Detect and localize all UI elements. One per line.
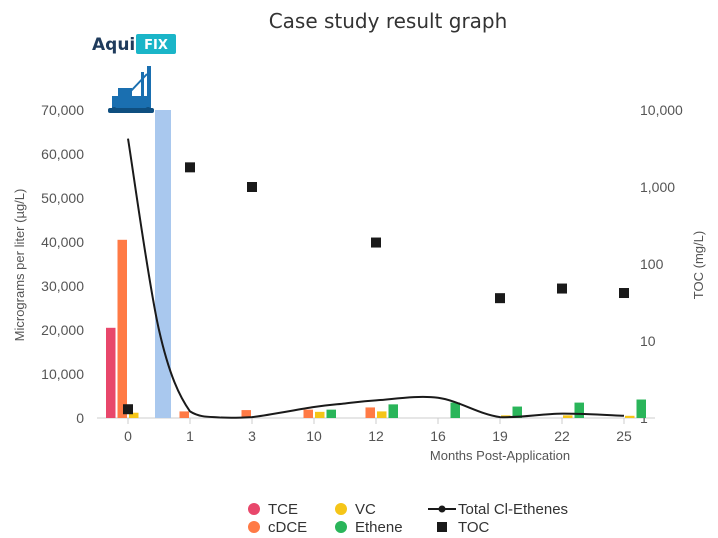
bar-vc-10 [315, 411, 325, 418]
bar-vc-25 [625, 415, 635, 418]
x-tick-label: 16 [430, 428, 446, 444]
y-axis-title: Micrograms per liter (µg/L) [12, 189, 27, 342]
x-tick-label: 0 [124, 428, 132, 444]
bar-ethene-10 [326, 409, 336, 418]
logo-text-aqui: Aqui [92, 35, 135, 55]
markers-group [123, 162, 629, 415]
chart-title: Case study result graph [269, 9, 508, 33]
x-tick-label: 25 [616, 428, 632, 444]
bar-ethene-25 [636, 399, 646, 418]
x-tick-label: 19 [492, 428, 508, 444]
logo-text-fix: FIX [144, 38, 168, 53]
x-tick-label: 3 [248, 428, 256, 444]
bars-group [106, 110, 646, 418]
legend: TCE cDCE VC Ethene Total Cl-Ethenes TOC [248, 501, 568, 536]
y-tick-label: 0 [76, 410, 84, 426]
legend-swatch-vc [335, 503, 347, 515]
legend-label-toc: TOC [458, 519, 490, 536]
y-tick-label: 20,000 [41, 322, 84, 338]
line-group [127, 138, 625, 419]
y2-tick-label: 100 [640, 256, 664, 272]
bar-vc-12 [377, 411, 387, 418]
bar-tce-0 [106, 327, 116, 418]
y-tick-label: 40,000 [41, 234, 84, 250]
y-tick-label: 50,000 [41, 190, 84, 206]
axes-group: 0 10,000 20,000 30,000 40,000 50,000 60,000 70,… [41, 102, 683, 444]
legend-swatch-toc [437, 522, 447, 532]
legend-swatch-tce [248, 503, 260, 515]
toc-marker-1 [185, 162, 195, 173]
x-tick-label: 12 [368, 428, 384, 444]
y-tick-label: 10,000 [41, 366, 84, 382]
legend-swatch-ethene [335, 521, 347, 533]
x-axis-title: Months Post-Application [430, 448, 570, 463]
bar-vc-22 [563, 415, 573, 418]
bar-cdce-12 [365, 407, 375, 418]
bar-ethene-22 [574, 402, 584, 418]
toc-marker-3 [247, 182, 257, 192]
logo-badge [136, 34, 176, 54]
y2-tick-label: 10 [640, 333, 656, 349]
toc-marker-12 [371, 237, 381, 248]
total-cl-ethenes-line [127, 138, 625, 419]
toc-marker-25 [619, 288, 629, 299]
toc-marker-0 [123, 404, 133, 415]
y2-axis-title: TOC (mg/L) [691, 231, 706, 299]
legend-line-dot [438, 505, 446, 513]
bar-cdce-1 [179, 411, 189, 418]
aquifix-application-bar [155, 110, 171, 418]
bar-vc-0 [129, 412, 139, 418]
legend-label-total: Total Cl-Ethenes [458, 501, 568, 518]
legend-label-cdce: cDCE [268, 519, 307, 536]
aquifix-logo: Aqui FIX [92, 34, 176, 55]
x-tick-label: 1 [186, 428, 194, 444]
bar-cdce-3 [241, 410, 251, 418]
legend-label-ethene: Ethene [355, 519, 403, 536]
bar-cdce-10 [303, 409, 313, 418]
bar-cdce-0 [117, 239, 127, 418]
legend-label-tce: TCE [268, 501, 298, 518]
toc-marker-22 [557, 283, 567, 294]
legend-label-vc: VC [355, 501, 376, 518]
bar-ethene-12 [388, 404, 398, 418]
x-tick-label: 22 [554, 428, 570, 444]
bar-ethene-16 [450, 402, 460, 418]
y-tick-label: 30,000 [41, 278, 84, 294]
y2-tick-label: 10,000 [640, 102, 683, 118]
legend-swatch-cdce [248, 521, 260, 533]
x-tick-label: 10 [306, 428, 322, 444]
y-tick-label: 70,000 [41, 102, 84, 118]
drill-rig-icon [108, 66, 154, 113]
y-tick-label: 60,000 [41, 146, 84, 162]
y2-tick-label: 1,000 [640, 179, 675, 195]
toc-marker-19 [495, 293, 505, 304]
bar-ethene-19 [512, 406, 522, 418]
